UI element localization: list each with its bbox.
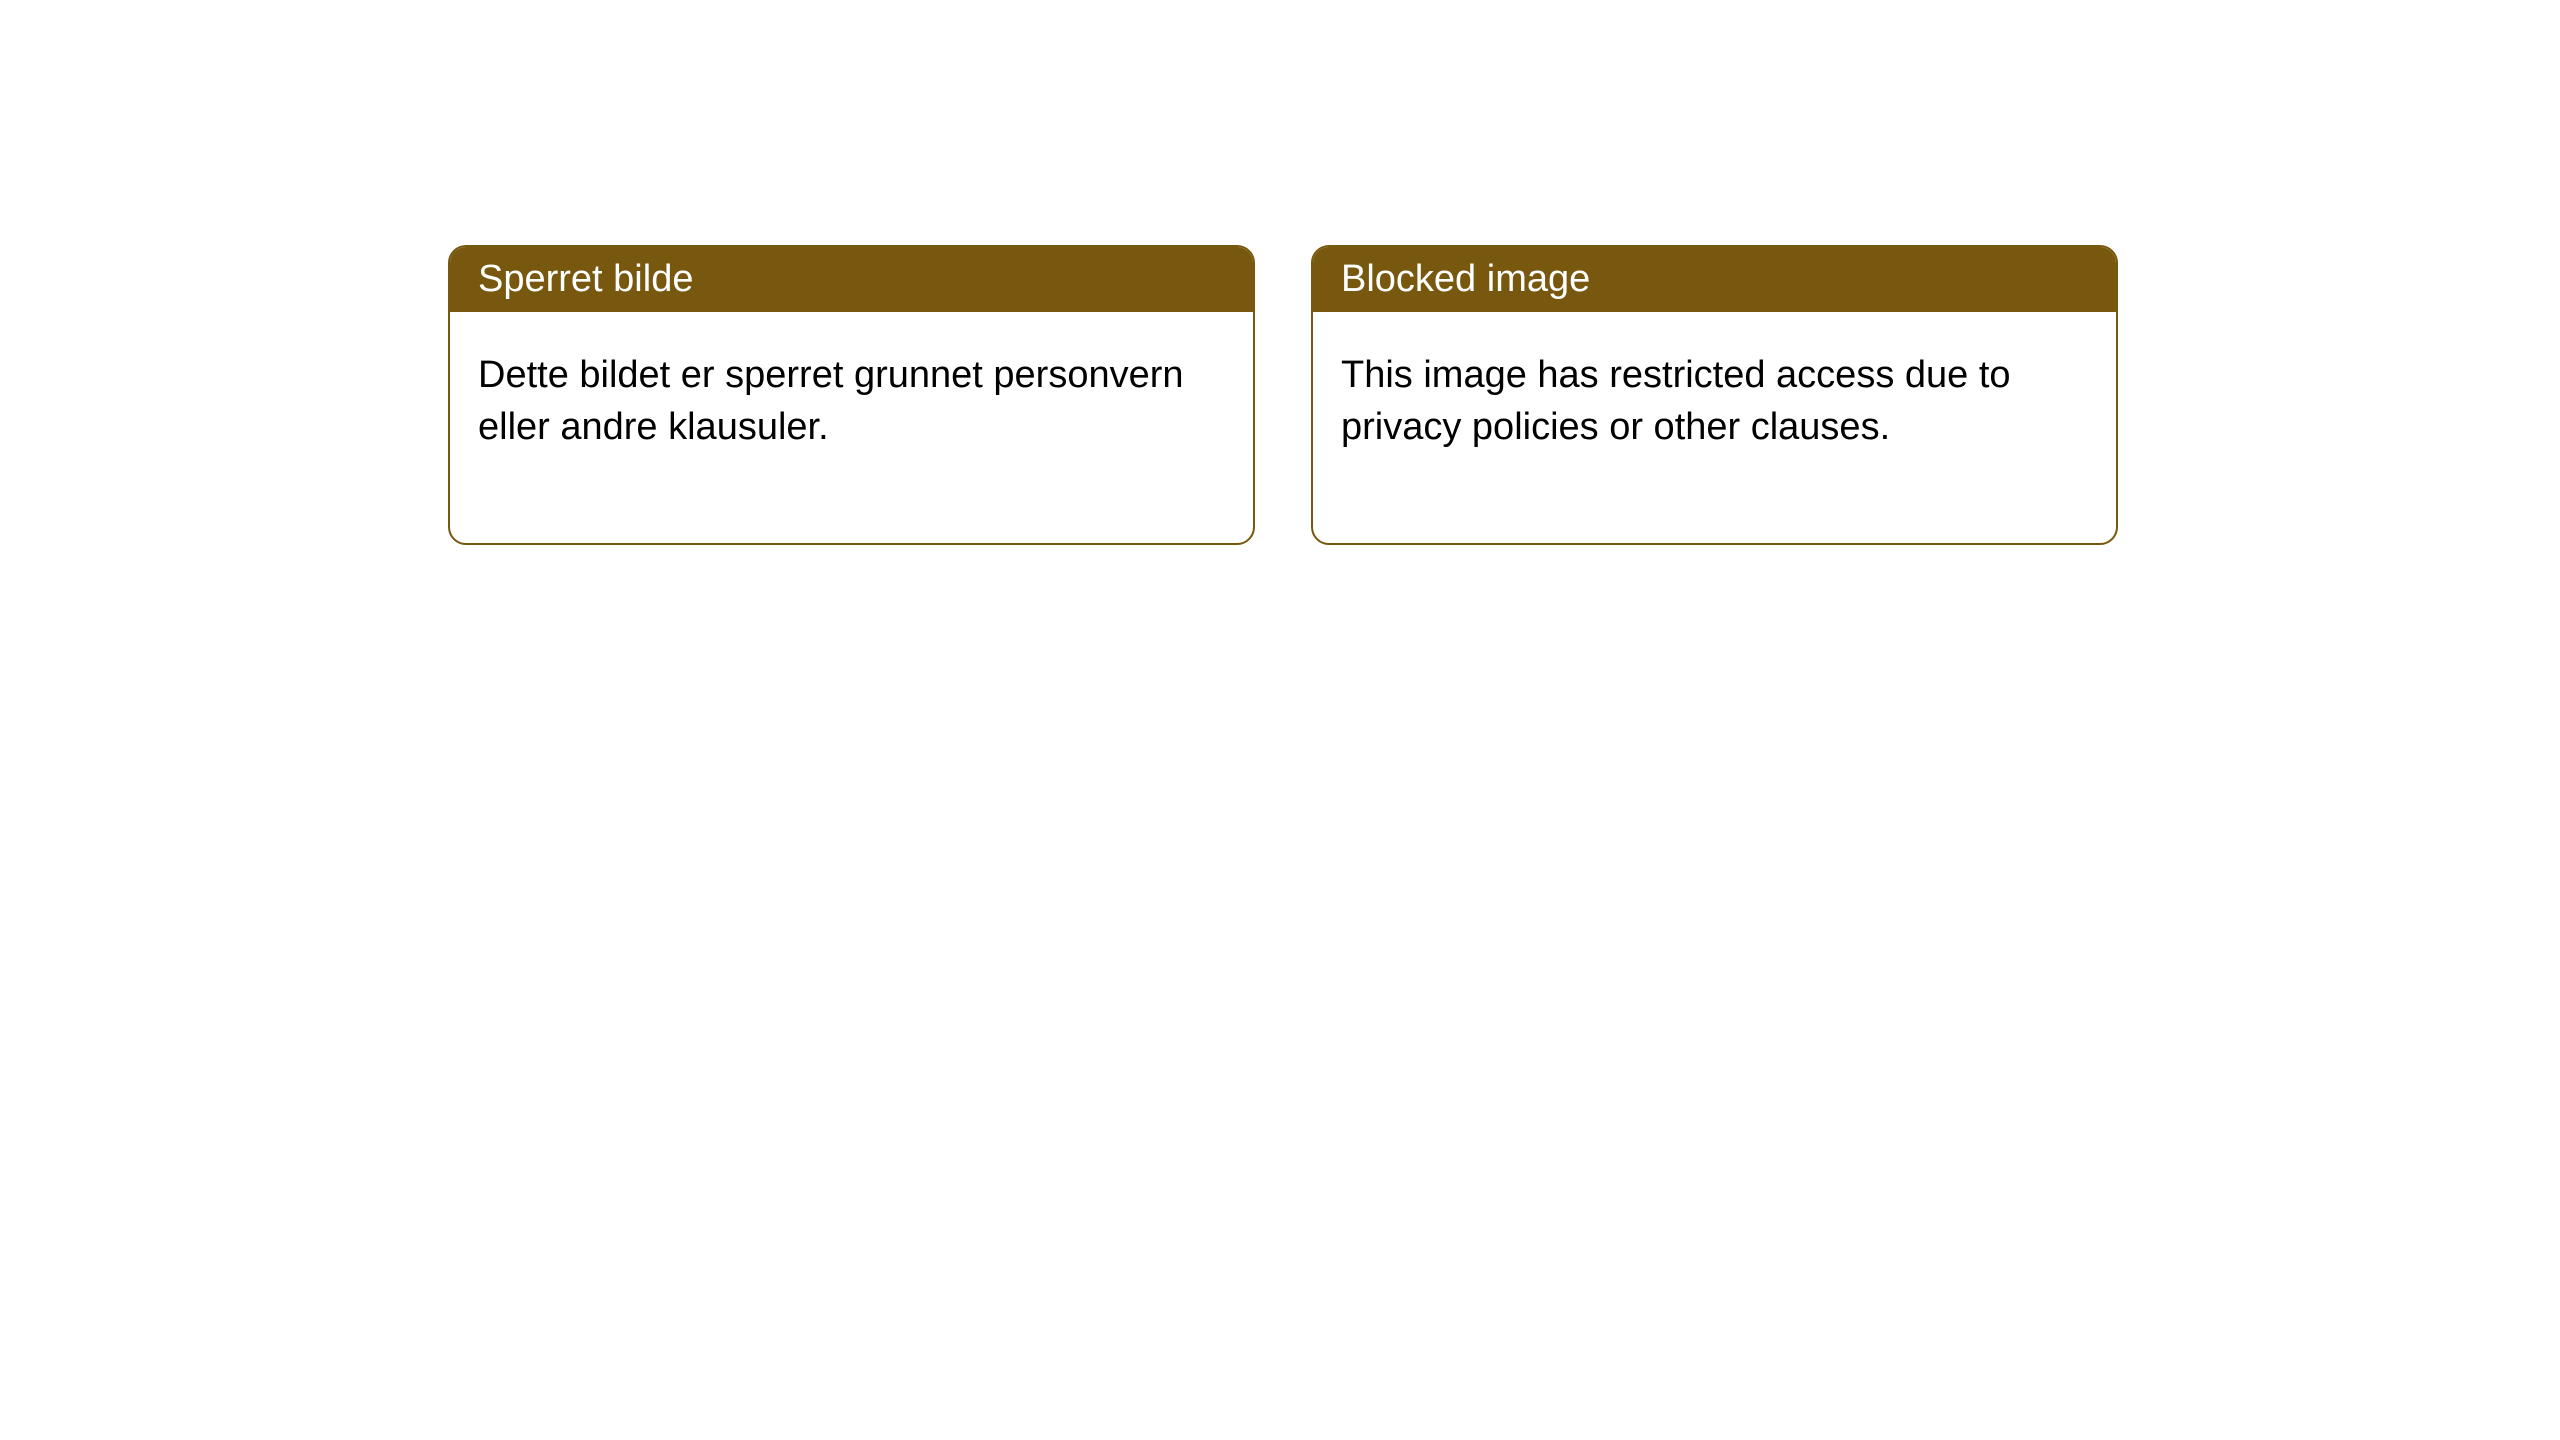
notice-card-norwegian: Sperret bilde Dette bildet er sperret gr… [448,245,1255,545]
notice-card-english: Blocked image This image has restricted … [1311,245,2118,545]
notice-container: Sperret bilde Dette bildet er sperret gr… [0,0,2560,545]
notice-title-norwegian: Sperret bilde [450,247,1253,312]
notice-title-english: Blocked image [1313,247,2116,312]
notice-body-norwegian: Dette bildet er sperret grunnet personve… [450,312,1253,543]
notice-body-english: This image has restricted access due to … [1313,312,2116,543]
